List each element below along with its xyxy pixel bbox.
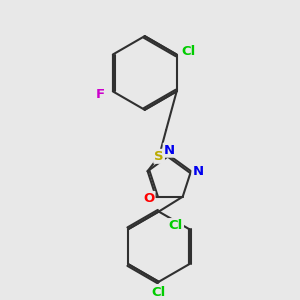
Text: N: N [192, 165, 204, 178]
Text: S: S [154, 150, 164, 163]
Text: F: F [96, 88, 105, 101]
Text: Cl: Cl [182, 44, 196, 58]
Text: N: N [164, 144, 175, 157]
Text: Cl: Cl [169, 219, 183, 232]
Text: Cl: Cl [152, 286, 166, 299]
Text: O: O [143, 192, 154, 205]
